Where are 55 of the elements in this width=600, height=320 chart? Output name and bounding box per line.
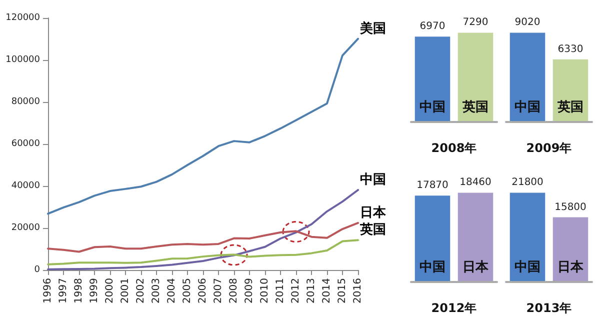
x-tick-label: 2011 bbox=[275, 278, 286, 304]
x-tick-label: 1997 bbox=[58, 278, 69, 304]
x-tick-label: 2001 bbox=[120, 278, 131, 304]
y-tick-label: 120000 bbox=[6, 13, 40, 23]
x-tick-label: 2002 bbox=[136, 278, 146, 304]
x-axis-title: 2012年 bbox=[431, 301, 477, 315]
data-label: 6330 bbox=[558, 44, 584, 55]
x-tick-label: 中国 bbox=[420, 260, 446, 275]
x-tick-label: 2010 bbox=[260, 278, 270, 304]
x-tick-label: 2016 bbox=[352, 278, 364, 304]
x-tick-label: 2013 bbox=[306, 278, 317, 304]
data-label: 21800 bbox=[512, 177, 544, 188]
data-label: 9020 bbox=[514, 17, 540, 28]
x-tick-label: 英国 bbox=[462, 100, 488, 115]
x-axis-title: 2008年 bbox=[431, 141, 477, 155]
y-tick-label: 100000 bbox=[6, 55, 40, 65]
x-tick-label: 2015 bbox=[337, 278, 348, 304]
y-tick-label: 0 bbox=[34, 265, 40, 275]
x-tick-label: 日本 bbox=[462, 260, 490, 275]
series-label: 日本 bbox=[360, 205, 387, 220]
series-label: 英国 bbox=[359, 222, 386, 238]
line-series bbox=[47, 221, 359, 253]
y-tick-label: 20000 bbox=[11, 223, 40, 233]
x-tick-label: 2006 bbox=[198, 278, 208, 304]
x-tick-label: 2008 bbox=[228, 278, 240, 304]
y-tick-label: 40000 bbox=[11, 181, 40, 191]
x-tick-label: 中国 bbox=[420, 100, 446, 115]
x-tick-label: 2012 bbox=[290, 278, 302, 304]
x-tick-label: 中国 bbox=[514, 100, 540, 115]
x-tick-label: 2000 bbox=[104, 278, 116, 304]
x-tick-label: 日本 bbox=[558, 260, 584, 275]
series-label: 美国 bbox=[359, 20, 386, 36]
data-label: 7290 bbox=[462, 17, 488, 28]
series-label: 中国 bbox=[360, 172, 386, 188]
x-tick-label: 1998 bbox=[74, 278, 84, 304]
x-tick-label: 2004 bbox=[166, 278, 178, 304]
data-label: 17870 bbox=[416, 180, 448, 192]
x-tick-label: 1999 bbox=[89, 278, 100, 304]
x-tick-label: 2014 bbox=[322, 278, 332, 304]
x-tick-label: 英国 bbox=[556, 100, 584, 115]
x-tick-label: 1996 bbox=[42, 278, 54, 304]
data-label: 6970 bbox=[420, 21, 446, 32]
y-tick-label: 80000 bbox=[11, 97, 40, 107]
x-tick-label: 2009 bbox=[244, 278, 255, 304]
line-series bbox=[47, 239, 359, 266]
x-axis-title: 2009年 bbox=[526, 141, 572, 155]
x-tick-label: 2005 bbox=[182, 278, 193, 304]
x-axis-title: 2013年 bbox=[526, 301, 572, 315]
x-tick-label: 2007 bbox=[213, 278, 224, 304]
y-tick-label: 60000 bbox=[11, 139, 40, 149]
data-label: 15800 bbox=[554, 202, 586, 213]
x-tick-label: 中国 bbox=[514, 260, 540, 275]
x-tick-label: 2003 bbox=[151, 278, 162, 304]
data-label: 18460 bbox=[460, 177, 492, 188]
line-series bbox=[47, 38, 359, 215]
